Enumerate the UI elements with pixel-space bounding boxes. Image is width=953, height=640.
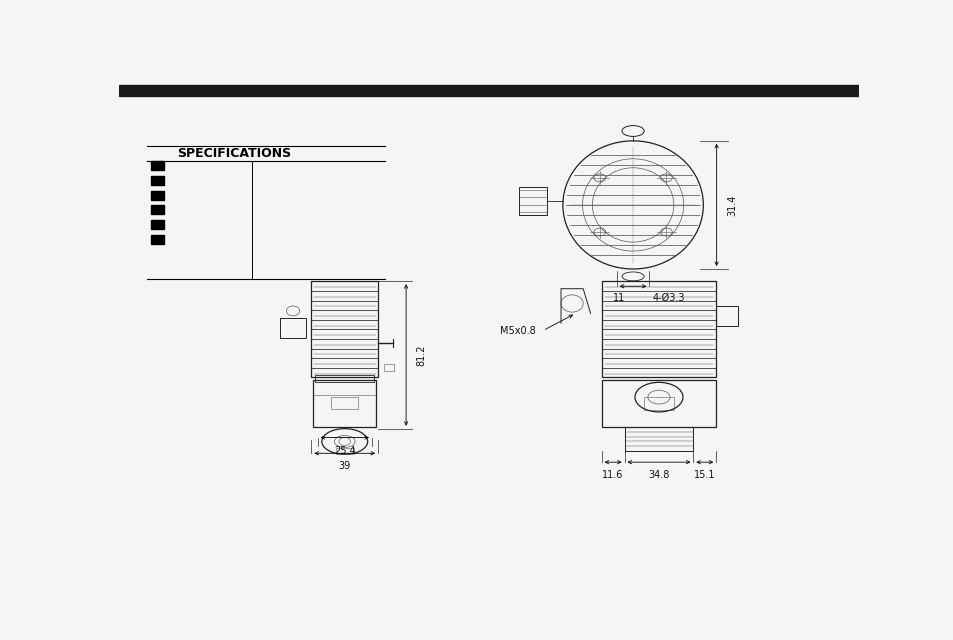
Text: M5x0.8: M5x0.8 <box>499 326 536 335</box>
Bar <box>601 282 716 378</box>
Text: 31.4: 31.4 <box>726 195 737 216</box>
Text: 11.6: 11.6 <box>601 470 623 479</box>
Bar <box>716 306 738 326</box>
Bar <box>518 187 547 215</box>
Bar <box>151 176 164 185</box>
Text: 25.4: 25.4 <box>334 447 355 456</box>
Bar <box>151 161 164 170</box>
Text: 15.1: 15.1 <box>694 470 715 479</box>
Bar <box>151 191 164 200</box>
Bar <box>383 364 394 371</box>
Bar <box>119 84 858 95</box>
Bar <box>151 235 164 244</box>
Text: 4-Ø3.3: 4-Ø3.3 <box>653 292 685 303</box>
Bar <box>331 397 357 409</box>
Text: 34.8: 34.8 <box>648 470 669 479</box>
Bar <box>335 449 354 454</box>
Text: 39: 39 <box>338 461 351 471</box>
Bar <box>643 397 673 410</box>
Bar <box>151 220 164 229</box>
Text: 81.2: 81.2 <box>416 344 426 365</box>
Bar <box>280 318 306 338</box>
Bar <box>311 282 377 378</box>
Text: SPECIFICATIONS: SPECIFICATIONS <box>176 147 291 160</box>
Bar <box>151 205 164 214</box>
Bar <box>624 427 693 451</box>
Text: 11: 11 <box>613 292 625 303</box>
Bar <box>313 380 376 427</box>
Bar <box>601 380 716 427</box>
